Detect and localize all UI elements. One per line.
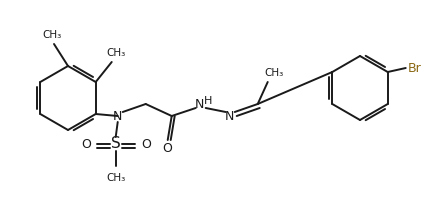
Text: Br: Br: [408, 62, 422, 75]
Text: N: N: [113, 110, 122, 123]
Text: N: N: [195, 97, 204, 110]
Text: O: O: [162, 143, 172, 156]
Text: O: O: [81, 137, 91, 151]
Text: CH₃: CH₃: [106, 173, 125, 183]
Text: N: N: [225, 110, 234, 123]
Text: S: S: [111, 137, 121, 151]
Text: CH₃: CH₃: [106, 48, 125, 58]
Text: H: H: [203, 96, 212, 106]
Text: O: O: [141, 137, 151, 151]
Text: CH₃: CH₃: [42, 30, 62, 40]
Text: CH₃: CH₃: [264, 68, 283, 78]
